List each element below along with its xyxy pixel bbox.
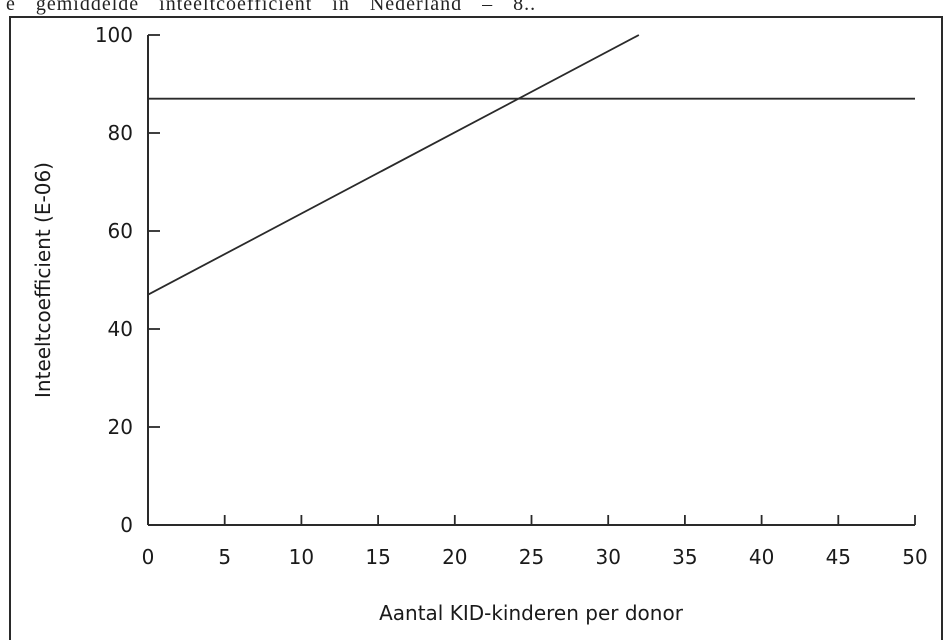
x-tick-label: 25 (519, 545, 544, 569)
y-tick-label: 60 (108, 219, 133, 243)
x-axis: 0 5 10 15 20 25 30 35 40 45 50 (142, 515, 928, 569)
x-tick-label: 0 (142, 545, 155, 569)
series-group (147, 34, 915, 296)
y-axis: 0 20 40 60 80 100 (95, 23, 160, 537)
y-axis-label: Inteeltcoefficient (E-06) (31, 162, 55, 398)
x-tick-label: 50 (902, 545, 927, 569)
y-tick-label: 40 (108, 317, 133, 341)
y-tick-label: 0 (120, 513, 133, 537)
x-tick-label: 30 (595, 545, 620, 569)
page-fragment-text: e gemiddelde inteeltcoëfficiënt in Neder… (6, 0, 537, 15)
x-tick-label: 40 (749, 545, 774, 569)
x-tick-label: 35 (672, 545, 697, 569)
x-tick-label: 5 (218, 545, 231, 569)
y-tick-label: 80 (108, 121, 133, 145)
y-tick-label: 20 (108, 415, 133, 439)
x-axis-label: Aantal KID-kinderen per donor (379, 601, 684, 625)
x-tick-label: 15 (365, 545, 390, 569)
x-tick-label: 45 (826, 545, 851, 569)
x-tick-label: 20 (442, 545, 467, 569)
x-tick-label: 10 (289, 545, 314, 569)
series-line (147, 34, 640, 296)
y-tick-label: 100 (95, 23, 133, 47)
chart-frame (9, 16, 943, 640)
